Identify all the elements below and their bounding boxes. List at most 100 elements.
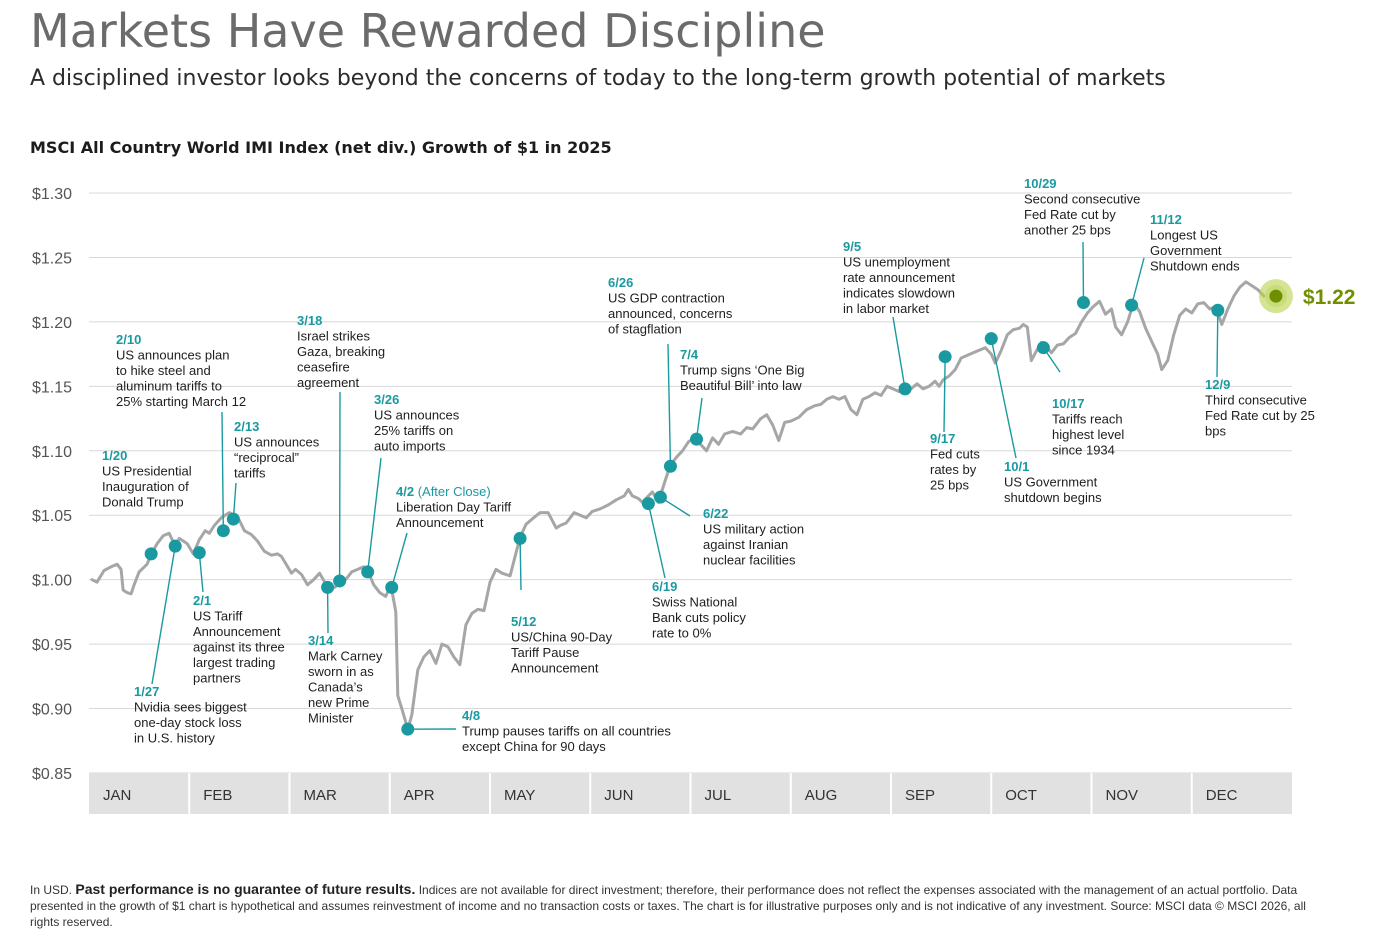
annotation-text: shutdown begins: [1004, 490, 1102, 505]
event-marker: [641, 497, 655, 511]
annotation: 4/2 (After Close)Liberation Day TariffAn…: [385, 484, 512, 594]
event-marker: [1036, 341, 1050, 355]
x-tick-label-month: JUL: [705, 787, 732, 804]
annotation-date: 4/2 (After Close): [396, 484, 491, 499]
annotation-text: US Tariff: [193, 609, 243, 624]
x-tick-label-month: OCT: [1005, 787, 1037, 804]
annotation-text: US announces: [374, 408, 460, 423]
event-marker: [663, 459, 677, 473]
annotation-date: 3/26: [374, 392, 399, 407]
x-tick-label-month: DEC: [1206, 787, 1238, 804]
annotation-date: 10/29: [1024, 176, 1057, 191]
event-marker: [321, 580, 335, 594]
footnote-prefix: In USD.: [30, 883, 73, 897]
annotation-date: 9/5: [843, 239, 861, 254]
footnote-disclaimer: Past performance is no guarantee of futu…: [75, 881, 416, 897]
event-marker: [653, 490, 667, 504]
annotation-text: since 1934: [1052, 443, 1115, 458]
annotation-leader: [198, 552, 204, 593]
annotation-text: “reciprocal”: [234, 450, 299, 465]
y-tick-label: $1.10: [32, 444, 72, 461]
annotation-leader: [221, 411, 225, 531]
annotation-text: in U.S. history: [134, 731, 215, 746]
event-marker: [690, 432, 704, 446]
annotation-date: 4/8: [462, 708, 480, 723]
annotation-text: Shutdown ends: [1150, 259, 1240, 274]
annotation-leader: [1130, 257, 1145, 306]
annotation-text: Canada’s: [308, 680, 363, 695]
annotation-text: highest level: [1052, 427, 1124, 442]
annotation-text: Government: [1150, 243, 1222, 258]
x-tick-label-month: FEB: [203, 787, 232, 804]
annotation-text: Trump signs ‘One Big: [680, 363, 805, 378]
annotation-leader: [1216, 310, 1219, 378]
y-tick-label: $1.30: [32, 186, 72, 203]
annotation-date: 2/13: [234, 419, 259, 434]
annotation-date: 10/17: [1052, 396, 1085, 411]
event-marker: [333, 574, 347, 588]
annotation-text: Liberation Day Tariff: [396, 500, 512, 515]
annotation-text: of stagflation: [608, 322, 682, 337]
event-marker: [192, 546, 206, 560]
x-tick-label-month: NOV: [1106, 787, 1139, 804]
event-marker: [513, 531, 527, 545]
event-marker: [1211, 303, 1225, 317]
annotation-text: Israel strikes: [297, 329, 370, 344]
annotation-text: sworn in as: [308, 664, 374, 679]
annotation-text: Tariff Pause: [511, 645, 579, 660]
annotation-date: 7/4: [680, 347, 699, 362]
annotation-text: US/China 90-Day: [511, 630, 613, 645]
annotation-date: 3/18: [297, 313, 322, 328]
annotation-date: 6/22: [703, 506, 728, 521]
event-marker: [216, 524, 230, 538]
annotation-text: against Iranian: [703, 537, 788, 552]
annotation-text: largest trading: [193, 655, 275, 670]
annotation-date: 10/1: [1004, 459, 1029, 474]
x-tick-label-month: MAY: [504, 787, 535, 804]
annotation-text: US Government: [1004, 475, 1098, 490]
annotation-text: 25% starting March 12: [116, 394, 246, 409]
y-tick-label: $0.90: [32, 702, 72, 719]
annotation-text: to hike steel and: [116, 363, 211, 378]
y-tick-label: $1.25: [32, 250, 72, 267]
annotation-leader: [695, 397, 703, 440]
annotation-leader: [151, 546, 176, 685]
annotation-text: ceasefire: [297, 360, 350, 375]
annotation-date: 6/26: [608, 275, 633, 290]
annotation-leader: [990, 338, 1017, 459]
page-title: Markets Have Rewarded Discipline: [30, 4, 826, 58]
footnote-body: Indices are not available for direct inv…: [30, 883, 1306, 929]
annotation-date-note: (After Close): [414, 484, 491, 499]
annotation-leader: [366, 457, 382, 573]
annotation-text: announced, concerns: [608, 306, 733, 321]
annotation-date: 2/10: [116, 332, 141, 347]
event-marker: [168, 539, 182, 553]
annotation-text: in labor market: [843, 301, 929, 316]
annotation-text: US announces plan: [116, 348, 229, 363]
annotation-text: Swiss National: [652, 595, 737, 610]
annotation-text: except China for 90 days: [462, 739, 606, 754]
annotation-date: 6/19: [652, 579, 677, 594]
annotation-text: rates by: [930, 462, 977, 477]
annotation-text: rate announcement: [843, 270, 955, 285]
y-tick-label: $1.20: [32, 315, 72, 332]
annotation-text: Fed cuts: [930, 447, 980, 462]
annotation-text: agreement: [297, 375, 360, 390]
annotation-date: 9/17: [930, 431, 955, 446]
y-tick-label: $1.15: [32, 379, 72, 396]
x-tick-label-month: SEP: [905, 787, 935, 804]
annotation-text: tariffs: [234, 466, 266, 481]
end-marker: [1269, 289, 1283, 303]
annotation-date: 3/14: [308, 633, 334, 648]
event-marker: [1125, 298, 1139, 312]
